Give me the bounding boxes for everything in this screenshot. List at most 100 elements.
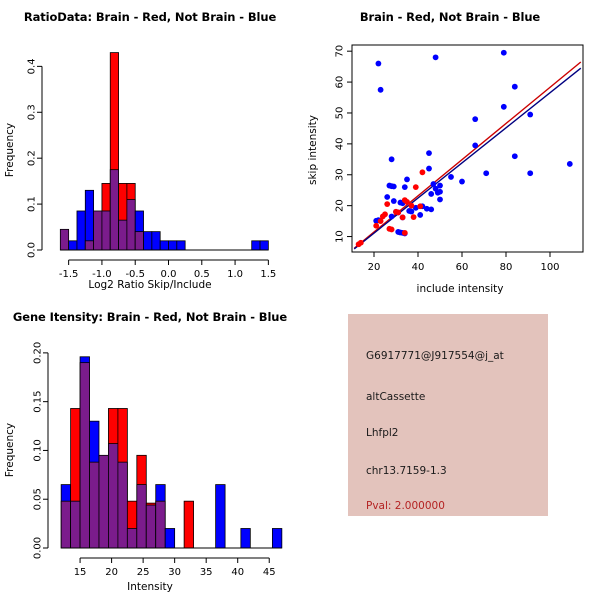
gene-xtick: 45 xyxy=(263,567,276,578)
scatter-point xyxy=(472,142,479,149)
scatter-point xyxy=(511,153,518,160)
scatter-xtick: 20 xyxy=(368,262,381,273)
scatter-point xyxy=(401,184,408,191)
ratio-histogram-title: RatioData: Brain - Red, Not Brain - Blue xyxy=(23,10,277,24)
scatter-ylabel: skip intensity xyxy=(307,115,319,185)
scatter-point xyxy=(566,161,573,167)
ratio-ytick: 0.1 xyxy=(27,196,38,212)
ratio-ytick: 0.3 xyxy=(27,104,38,120)
gene-histogram-xlabel: Intensity xyxy=(127,581,173,593)
gene-histogram-title: Gene Itensity: Brain - Red, Not Brain - … xyxy=(12,310,288,324)
scatter-point xyxy=(377,86,384,93)
scatter-ytick: 40 xyxy=(335,137,346,150)
ratio-xtick: 1.5 xyxy=(260,269,276,280)
gene-histogram-bars xyxy=(60,356,283,549)
scatter-xtick: 60 xyxy=(456,262,469,273)
scatter-point xyxy=(428,206,435,213)
ratio-xtick: 1.0 xyxy=(227,269,243,280)
scatter-point xyxy=(390,183,397,190)
scatter-title: Brain - Red, Not Brain - Blue xyxy=(359,10,541,24)
ratio-ytick: 0.0 xyxy=(27,242,38,258)
info-box: G6917771@J917554@j_at altCassette Lhfpl2… xyxy=(348,314,548,516)
gene-histogram-ylabel: Frequency xyxy=(4,423,16,477)
gene-histogram-svg: 0.00 0.05 0.10 0.15 0.20 15 20 25 30 35 40 45 Inten… xyxy=(4,342,283,593)
gene-xtick: 35 xyxy=(200,567,213,578)
scatter-ytick: 10 xyxy=(335,230,346,243)
scatter-point xyxy=(430,181,437,187)
scatter-point xyxy=(377,218,384,225)
scatter-ytick: 30 xyxy=(335,168,346,181)
scatter-ytick: 60 xyxy=(335,76,346,89)
scatter-point xyxy=(483,170,490,177)
gene-ytick: 0.10 xyxy=(33,439,44,461)
ratio-xtick: -1.5 xyxy=(59,269,79,280)
info-event-type: altCassette xyxy=(366,391,426,403)
scatter-point xyxy=(426,165,432,172)
gene-xtick: 30 xyxy=(168,567,181,578)
scatter-axes: 10 20 30 40 50 60 70 20 40 60 80 100 xyxy=(335,45,560,273)
ratio-ytick: 0.2 xyxy=(27,150,38,166)
scatter-point xyxy=(390,198,397,204)
scatter-point xyxy=(417,212,424,218)
gene-xtick: 20 xyxy=(105,567,118,578)
ratio-histogram-ylabel: Frequency xyxy=(4,123,16,177)
scatter-point xyxy=(527,111,534,118)
ratio-histogram-xlabel: Log2 Ratio Skip/Include xyxy=(88,279,211,291)
scatter-point xyxy=(404,199,410,205)
scatter-xtick: 80 xyxy=(500,262,513,273)
panel-scatter: Brain - Red, Not Brain - Blue 10 20 30 40 50… xyxy=(300,0,600,300)
ratio-xtick: 0.5 xyxy=(194,269,210,280)
scatter-ytick: 70 xyxy=(335,45,346,58)
ratio-histogram-bars xyxy=(59,52,269,251)
gene-xtick: 40 xyxy=(231,567,244,578)
scatter-point xyxy=(384,201,391,208)
scatter-point xyxy=(379,213,386,220)
scatter-xtick: 100 xyxy=(540,262,559,273)
scatter-point xyxy=(395,209,402,216)
gene-xtick: 25 xyxy=(137,567,150,578)
gene-xtick: 15 xyxy=(74,567,87,578)
scatter-point xyxy=(412,184,419,191)
scatter-point xyxy=(375,60,382,67)
scatter-point xyxy=(428,191,435,197)
ratio-xtick: 0.0 xyxy=(161,269,177,280)
panel-ratio-histogram: RatioData: Brain - Red, Not Brain - Blue… xyxy=(0,0,300,300)
scatter-point xyxy=(527,170,534,177)
scatter-frame xyxy=(351,44,584,253)
scatter-fit-lines xyxy=(353,61,582,250)
scatter-point xyxy=(426,150,432,157)
scatter-point xyxy=(373,217,380,224)
scatter-point xyxy=(419,169,426,176)
scatter-point xyxy=(408,202,415,209)
gene-histogram-axes: 0.00 0.05 0.10 0.15 0.20 15 20 25 30 35 40 45 xyxy=(33,342,282,578)
panel-info: G6917771@J917554@j_at altCassette Lhfpl2… xyxy=(300,300,600,600)
scatter-point xyxy=(373,222,380,229)
ratio-histogram-svg: 0.00.10.20.30.4-1.5 -1.0 -0.5 0.0 0.5 1.0 1.5 … xyxy=(4,52,276,291)
scatter-point xyxy=(412,204,419,211)
info-pval: Pval: 2.000000 xyxy=(366,500,445,512)
info-locus: chr13.7159-1.3 xyxy=(366,465,447,477)
info-probe-id: G6917771@J917554@j_at xyxy=(366,350,504,362)
gene-ytick: 0.00 xyxy=(33,537,44,559)
scatter-point xyxy=(410,214,417,220)
scatter-point xyxy=(401,229,408,236)
info-gene-symbol: Lhfpl2 xyxy=(366,427,399,439)
scatter-point xyxy=(384,194,391,200)
gene-ytick: 0.05 xyxy=(33,488,44,510)
scatter-point xyxy=(423,205,430,212)
scatter-point xyxy=(472,116,479,123)
scatter-point xyxy=(500,103,507,110)
scatter-point xyxy=(388,226,395,233)
scatter-point xyxy=(511,83,518,90)
scatter-xlabel: include intensity xyxy=(417,283,504,295)
scatter-point xyxy=(437,182,443,189)
ratio-xtick: -0.5 xyxy=(125,269,145,280)
scatter-fit-line xyxy=(353,67,582,250)
scatter-xtick: 40 xyxy=(412,262,425,273)
scatter-point xyxy=(399,214,406,221)
ratio-ytick: 0.4 xyxy=(27,58,38,74)
scatter-point xyxy=(388,156,395,163)
ratio-xtick: -1.0 xyxy=(92,269,112,280)
scatter-point xyxy=(417,203,424,210)
